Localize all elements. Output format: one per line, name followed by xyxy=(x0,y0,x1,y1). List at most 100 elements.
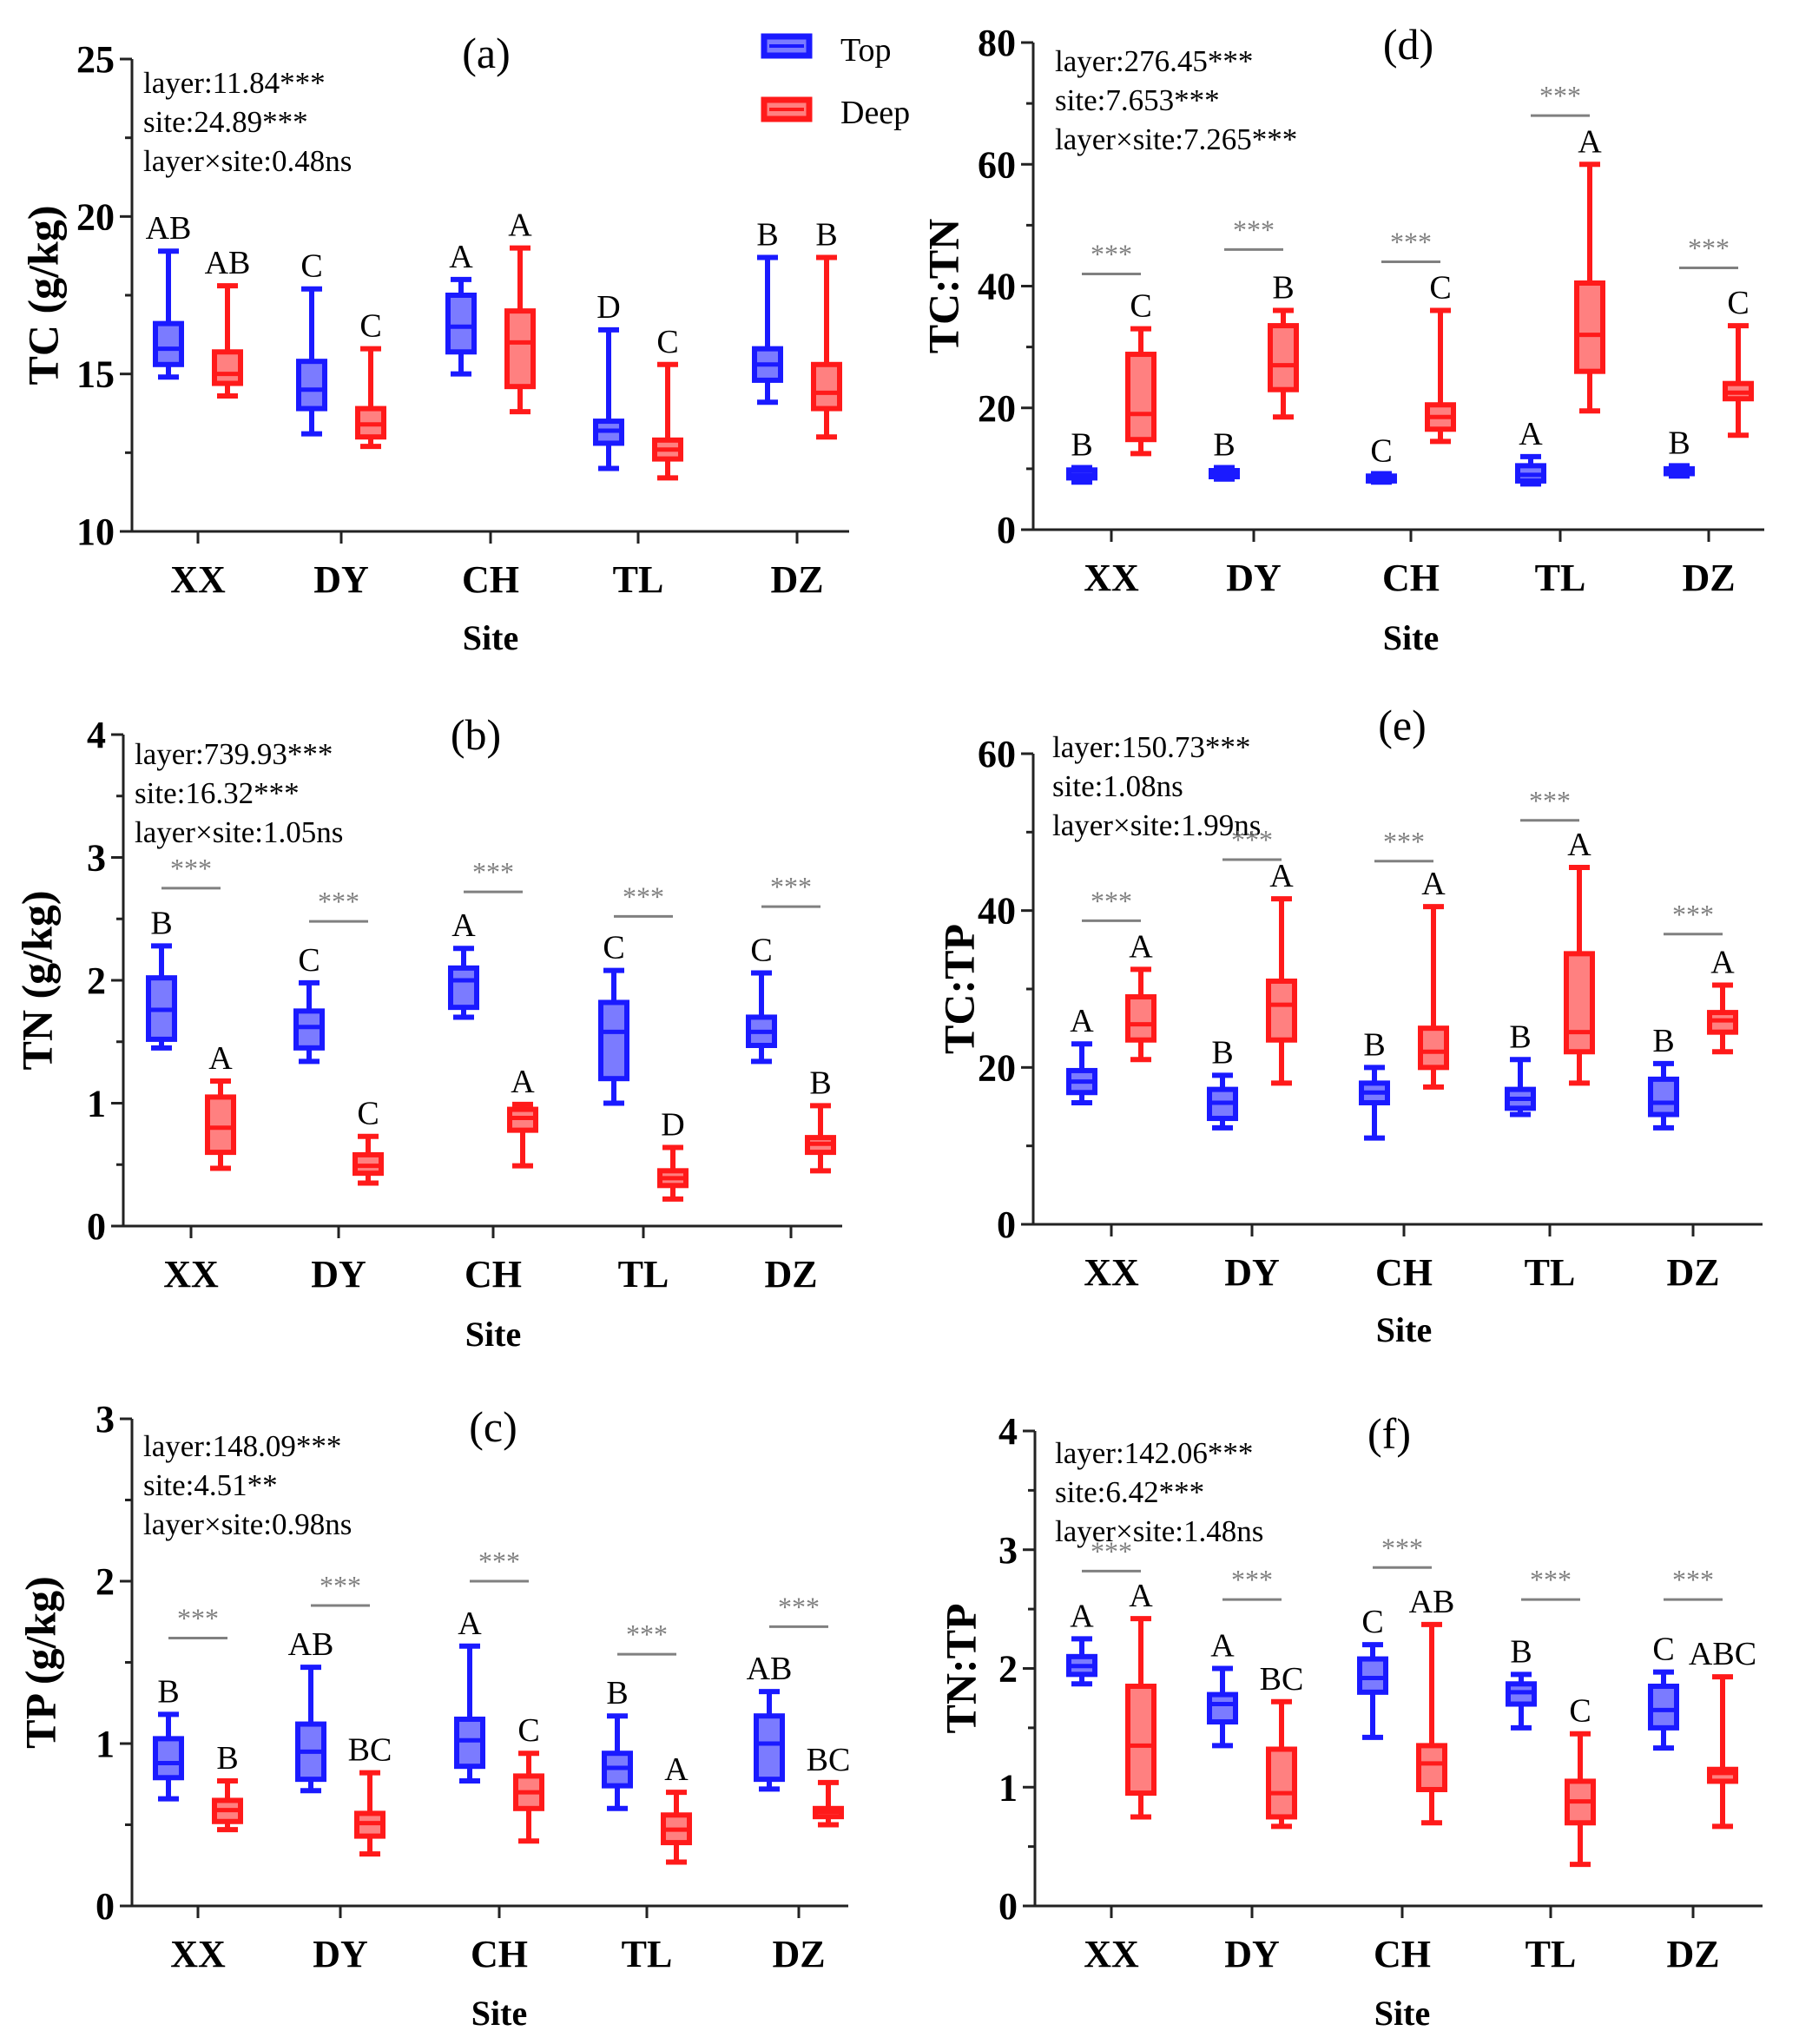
group-letter: A xyxy=(1519,416,1543,452)
stats-line: layer×site:1.05ns xyxy=(135,815,343,849)
significance-stars: *** xyxy=(1390,226,1432,257)
panel-e: 0 20 40 60 XX DY CH TL DZ Site TC:TP (e) layer:150.7… xyxy=(934,701,1763,1349)
x-axis-title: Site xyxy=(1376,1310,1432,1349)
box-body xyxy=(1268,323,1299,392)
box-top-dy: B xyxy=(1207,1034,1238,1131)
significance-marker: *** xyxy=(614,880,673,918)
group-letter: A xyxy=(664,1751,689,1788)
group-letter: AB xyxy=(288,1626,334,1663)
group-letter: B xyxy=(1213,426,1235,463)
legend-deep-label: Deep xyxy=(840,95,910,131)
box-top-dy: B xyxy=(1209,426,1240,482)
group-letter: B xyxy=(1510,1633,1532,1670)
significance-marker: *** xyxy=(311,1570,370,1607)
box-top-xx: B xyxy=(146,905,177,1051)
panel-label: (d) xyxy=(1383,20,1433,69)
stats-line: layer×site:1.99ns xyxy=(1052,808,1261,842)
box-deep-dz: BC xyxy=(807,1742,850,1828)
significance-marker: *** xyxy=(1082,238,1141,275)
box-top-xx: B xyxy=(1066,426,1097,485)
significance-stars: *** xyxy=(770,871,812,902)
significance-stars: *** xyxy=(177,1602,219,1633)
significance-marker: *** xyxy=(769,1591,828,1628)
group-letter: A xyxy=(1070,1003,1094,1039)
significance-stars: *** xyxy=(1381,1532,1423,1563)
group-letter: A xyxy=(449,239,473,275)
y-axis-title: TC (g/kg) xyxy=(18,206,67,386)
group-letter: C xyxy=(357,1096,379,1132)
y-tick-label: 20 xyxy=(978,387,1016,430)
box-top-dz: B xyxy=(1648,1023,1679,1131)
group-letter: B xyxy=(150,905,172,941)
box-deep-dy: B xyxy=(1268,270,1299,420)
significance-stars: *** xyxy=(1231,824,1273,855)
group-letter: C xyxy=(750,933,772,969)
y-tick-label: 1 xyxy=(87,1083,106,1125)
stats-line: layer:148.09*** xyxy=(143,1429,341,1463)
y-tick-label: 0 xyxy=(96,1885,115,1928)
x-tick-label-xx: XX xyxy=(1084,557,1139,599)
group-letter: ABC xyxy=(1689,1636,1756,1672)
box-top-dy: A xyxy=(1207,1628,1238,1749)
group-letter: C xyxy=(1429,270,1451,307)
box-body xyxy=(598,999,629,1082)
legend: Top Deep xyxy=(761,32,910,131)
stats-line: layer:739.93*** xyxy=(135,737,333,771)
box-deep-dy: A xyxy=(1266,858,1297,1086)
box-body xyxy=(504,308,536,390)
panel-f: 0 1 2 3 4 XX DY CH TL DZ Site TN:TP (f) layer:142.06*… xyxy=(936,1409,1763,2033)
box-deep-xx: C xyxy=(1125,288,1156,457)
stats-line: layer:142.06*** xyxy=(1055,1436,1253,1470)
box-deep-tl: A xyxy=(661,1751,692,1865)
y-tick-label: 0 xyxy=(87,1205,106,1248)
stats-line: layer:150.73*** xyxy=(1052,730,1250,764)
significance-stars: *** xyxy=(1672,899,1714,930)
box-top-dy: AB xyxy=(288,1626,334,1794)
box-top-ch: A xyxy=(454,1606,485,1784)
group-letter: C xyxy=(1727,285,1749,321)
box-deep-dy: C xyxy=(355,308,386,450)
stats-line: layer:276.45*** xyxy=(1055,44,1253,78)
group-letter: A xyxy=(1070,1598,1094,1634)
y-tick-label: 0 xyxy=(998,1885,1018,1928)
group-letter: C xyxy=(298,942,320,979)
group-letter: C xyxy=(1370,432,1392,469)
x-tick-label-ch: CH xyxy=(1374,1933,1431,1975)
group-letter: AB xyxy=(146,210,192,247)
y-tick-label: 2 xyxy=(96,1560,115,1603)
x-tick-label-tl: TL xyxy=(1535,557,1586,599)
group-letter: A xyxy=(508,208,532,244)
box-body xyxy=(296,359,327,412)
significance-stars: *** xyxy=(318,886,359,917)
x-tick-label-dz: DZ xyxy=(772,1933,825,1975)
box-deep-dz: A xyxy=(1707,944,1738,1055)
box-top-ch: C xyxy=(1357,1604,1388,1740)
x-tick-label-ch: CH xyxy=(1382,557,1440,599)
significance-marker: *** xyxy=(1082,885,1141,922)
y-tick-label: 1 xyxy=(998,1766,1018,1809)
y-tick-label: 15 xyxy=(76,353,115,396)
significance-marker: *** xyxy=(617,1619,676,1656)
group-letter: AB xyxy=(747,1651,793,1687)
panel-label: (c) xyxy=(469,1402,517,1451)
panel-a: 10 15 20 25 XX DY CH TL DZ Site TC (g/kg) (a) layer:… xyxy=(18,29,849,657)
group-letter: A xyxy=(1129,1578,1153,1614)
box-body xyxy=(448,965,479,1011)
box-top-ch: B xyxy=(1359,1026,1390,1141)
box-body xyxy=(1564,951,1595,1055)
group-letter: B xyxy=(606,1675,628,1711)
significance-stars: *** xyxy=(1091,885,1132,916)
box-deep-dy: C xyxy=(353,1096,384,1186)
group-letter: C xyxy=(1569,1693,1591,1730)
box-deep-dz: B xyxy=(805,1065,836,1174)
significance-stars: *** xyxy=(1530,1564,1572,1595)
box-top-dz: C xyxy=(746,933,777,1065)
significance-stars: *** xyxy=(1672,1564,1714,1595)
group-letter: B xyxy=(1363,1026,1385,1063)
y-tick-label: 3 xyxy=(998,1529,1018,1572)
group-letter: AB xyxy=(1409,1584,1455,1620)
box-deep-xx: B xyxy=(212,1740,243,1833)
significance-marker: *** xyxy=(1222,1564,1282,1601)
panel-label: (a) xyxy=(462,29,511,77)
